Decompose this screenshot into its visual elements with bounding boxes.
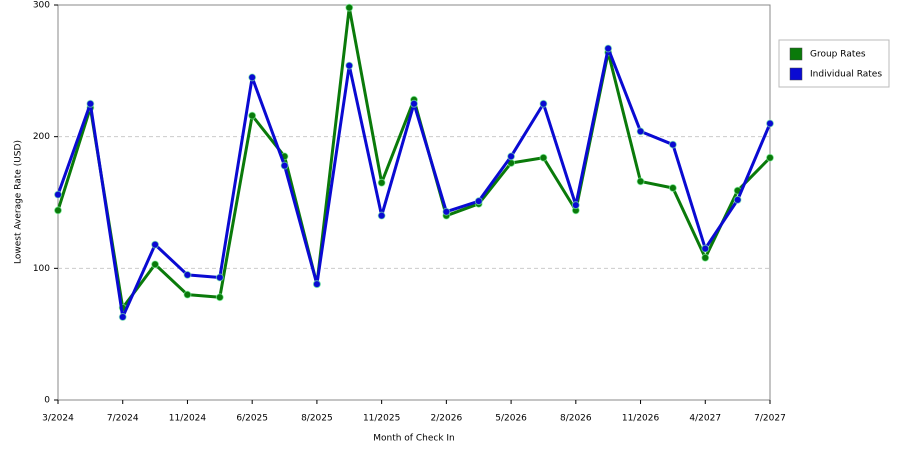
data-point	[248, 73, 257, 82]
legend-swatch	[789, 47, 803, 61]
data-point	[410, 99, 418, 108]
x-tick-label: 3/2024	[42, 414, 74, 424]
data-point	[507, 152, 516, 161]
y-tick-label: 300	[33, 1, 50, 11]
data-point	[377, 211, 386, 220]
data-point	[539, 99, 548, 108]
x-tick-label: 7/2024	[107, 414, 139, 424]
legend-label: Group Rates	[810, 50, 866, 60]
data-point	[571, 201, 580, 210]
data-point	[215, 273, 224, 282]
y-tick-label: 200	[33, 132, 50, 142]
x-tick-label: 4/2027	[689, 414, 721, 424]
data-point	[377, 178, 386, 187]
legend-label: Individual Rates	[810, 70, 882, 80]
data-point	[345, 61, 354, 70]
data-point	[539, 153, 548, 162]
data-point	[248, 111, 257, 120]
x-tick-label: 2/2026	[431, 414, 463, 424]
data-point	[215, 293, 224, 302]
x-tick-label: 7/2027	[754, 414, 786, 424]
x-tick-label: 8/2026	[560, 414, 592, 424]
data-point	[701, 253, 710, 262]
data-point	[766, 153, 774, 162]
data-point	[86, 99, 95, 108]
x-axis-label: Month of Check In	[373, 434, 455, 444]
data-point	[280, 161, 289, 170]
data-point	[312, 280, 321, 289]
y-tick-label: 100	[33, 264, 50, 274]
data-point	[668, 184, 677, 193]
plot-border	[57, 4, 771, 401]
data-point	[183, 270, 192, 279]
data-point	[151, 240, 160, 249]
x-tick-label: 11/2025	[363, 414, 400, 424]
data-point	[345, 3, 354, 12]
x-tick-label: 8/2025	[301, 414, 333, 424]
data-point	[442, 207, 451, 216]
data-point	[151, 260, 160, 269]
data-point	[668, 140, 677, 149]
data-point	[183, 290, 192, 299]
series-line	[56, 6, 772, 310]
y-tick-label: 0	[44, 396, 50, 406]
x-tick-label: 11/2024	[169, 414, 207, 424]
data-point	[636, 177, 645, 186]
data-point	[766, 119, 774, 128]
x-tick-label: 11/2026	[622, 414, 660, 424]
series-line	[56, 46, 772, 319]
x-tick-label: 6/2025	[236, 414, 268, 424]
data-point	[701, 244, 710, 253]
data-point	[474, 197, 483, 206]
data-point	[54, 190, 62, 199]
y-axis-label: Lowest Average Rate (USD)	[14, 140, 24, 264]
legend-swatch	[789, 67, 803, 81]
x-tick-label: 5/2026	[495, 414, 527, 424]
data-point	[733, 195, 742, 204]
data-point	[604, 44, 613, 53]
data-point	[118, 313, 127, 322]
data-point	[636, 127, 645, 136]
data-point	[54, 206, 62, 215]
